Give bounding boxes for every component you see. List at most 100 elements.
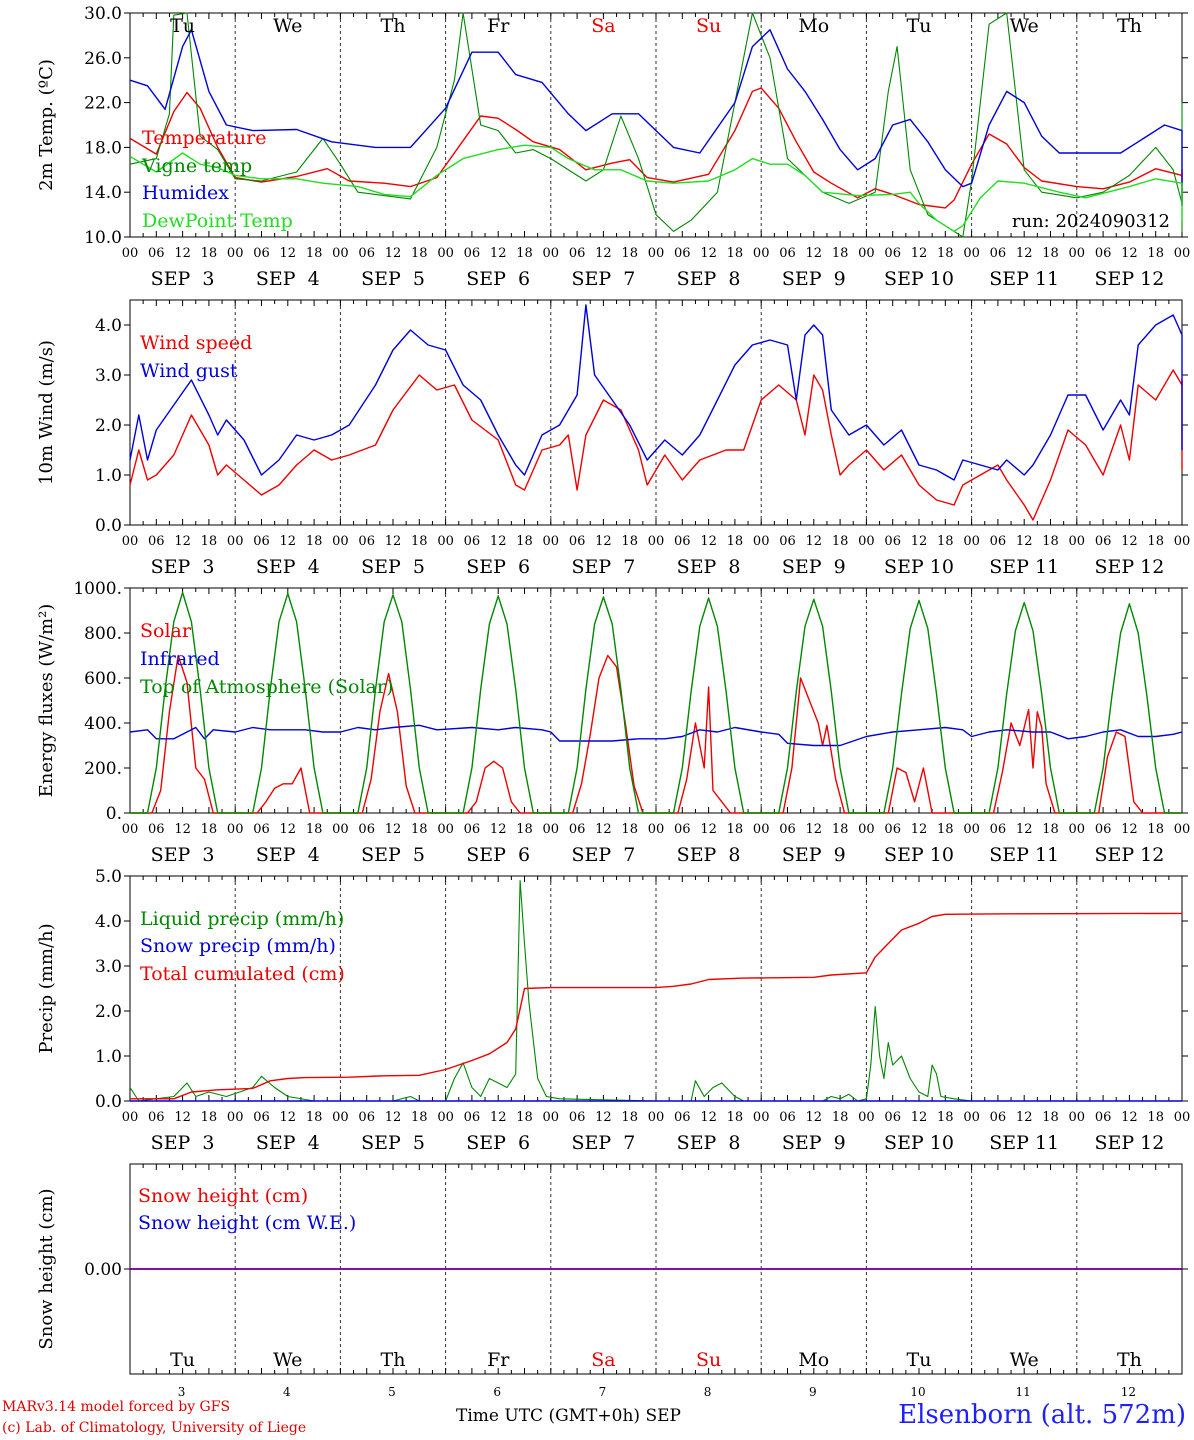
panel-temp: 10.0 14.0 18.0 22.0 26.0 30.0 2m Temp. (ºC) Tem… bbox=[36, 4, 1190, 290]
hour-tick-label: 00 bbox=[1069, 534, 1086, 549]
y-tick-label: 1000. bbox=[73, 579, 122, 599]
hour-tick-label: 18 bbox=[621, 534, 638, 549]
y-tick-label: 10.0 bbox=[84, 228, 122, 248]
hour-tick-label: 12 bbox=[174, 246, 191, 261]
hour-tick-label: 18 bbox=[201, 534, 218, 549]
hour-tick-label: 06 bbox=[569, 534, 586, 549]
plot-frame bbox=[129, 587, 1183, 814]
hour-tick-label: 06 bbox=[674, 246, 691, 261]
hour-tick-label: 12 bbox=[911, 1110, 928, 1125]
day-number-label: 8 bbox=[704, 1385, 712, 1399]
x-axis-label: Time UTC (GMT+0h) SEP bbox=[456, 1406, 681, 1426]
series-line-total-cumulated-cm- bbox=[130, 912, 1183, 1100]
hour-tick-label: 18 bbox=[201, 822, 218, 837]
hour-tick-label: 00 bbox=[648, 822, 665, 837]
y-tick-label: 30.0 bbox=[84, 4, 122, 24]
hour-tick-label: 12 bbox=[806, 1110, 823, 1125]
hour-tick-label: 06 bbox=[569, 822, 586, 837]
hour-tick-label: 18 bbox=[621, 1110, 638, 1125]
date-label: SEP 10 bbox=[884, 556, 954, 578]
hour-tick-label: 06 bbox=[779, 822, 796, 837]
y-tick-label: 1.0 bbox=[95, 1047, 122, 1067]
hour-tick-label: 00 bbox=[437, 246, 454, 261]
y-tick-label: 400. bbox=[84, 714, 122, 734]
hour-tick-label: 06 bbox=[884, 246, 901, 261]
hour-tick-label: 06 bbox=[148, 246, 165, 261]
day-name-label: We bbox=[273, 1349, 302, 1371]
legend-snow-height-cm-: Snow height (cm) bbox=[138, 1185, 308, 1207]
hour-tick-label: 06 bbox=[990, 822, 1007, 837]
hour-tick-label: 12 bbox=[280, 246, 297, 261]
footer-lab-text: (c) Lab. of Climatology, University of L… bbox=[2, 1420, 307, 1436]
hour-tick-label: 18 bbox=[1042, 1110, 1059, 1125]
hour-tick-label: 00 bbox=[227, 822, 244, 837]
day-name-label: Su bbox=[696, 1349, 721, 1371]
hour-tick-label: 00 bbox=[122, 822, 139, 837]
hour-tick-label: 06 bbox=[569, 246, 586, 261]
hour-tick-label: 00 bbox=[543, 534, 560, 549]
date-label: SEP 9 bbox=[782, 268, 846, 290]
hour-tick-label: 12 bbox=[806, 822, 823, 837]
y-tick-label: 600. bbox=[84, 669, 122, 689]
hour-tick-label: 00 bbox=[858, 534, 875, 549]
hour-tick-label: 00 bbox=[858, 1110, 875, 1125]
hour-tick-label: 00 bbox=[753, 534, 770, 549]
date-label: SEP 4 bbox=[256, 844, 320, 866]
hour-tick-label: 06 bbox=[1095, 246, 1112, 261]
hour-tick-label: 00 bbox=[332, 246, 349, 261]
day-name-label: Sa bbox=[591, 1349, 615, 1371]
hour-tick-label: 06 bbox=[674, 534, 691, 549]
hour-tick-label: 18 bbox=[832, 1110, 849, 1125]
panel-energy: 0. 200. 400. 600. 800. 1000. Energy fluxes (W/… bbox=[36, 579, 1190, 866]
day-name-label: Tu bbox=[907, 15, 932, 37]
legend-total-cumulated-cm-: Total cumulated (cm) bbox=[140, 963, 345, 985]
legend-humidex: Humidex bbox=[142, 182, 229, 204]
y-tick-label: 3.0 bbox=[95, 366, 122, 386]
hour-tick-label: 00 bbox=[858, 822, 875, 837]
hour-tick-label: 06 bbox=[779, 534, 796, 549]
hour-tick-label: 00 bbox=[543, 1110, 560, 1125]
hour-tick-label: 18 bbox=[1147, 534, 1164, 549]
y-tick-label: 2.0 bbox=[95, 1002, 122, 1022]
hour-tick-label: 18 bbox=[411, 1110, 428, 1125]
hour-tick-label: 00 bbox=[122, 246, 139, 261]
hour-tick-label: 06 bbox=[1095, 534, 1112, 549]
day-name-label: Tu bbox=[170, 1349, 195, 1371]
hour-tick-label: 12 bbox=[385, 534, 402, 549]
day-name-label: Tu bbox=[170, 15, 195, 37]
hour-tick-label: 00 bbox=[648, 1110, 665, 1125]
hour-tick-label: 12 bbox=[806, 534, 823, 549]
day-name-label: Tu bbox=[907, 1349, 932, 1371]
date-label: SEP 11 bbox=[989, 268, 1059, 290]
hour-tick-label: 06 bbox=[464, 822, 481, 837]
y-tick-label: 0.00 bbox=[84, 1260, 122, 1280]
y-tick-label: 5.0 bbox=[95, 867, 122, 887]
hour-tick-label: 18 bbox=[937, 822, 954, 837]
hour-tick-label: 06 bbox=[253, 534, 270, 549]
hour-tick-label: 06 bbox=[779, 246, 796, 261]
hour-tick-label: 06 bbox=[464, 1110, 481, 1125]
date-label: SEP 4 bbox=[256, 268, 320, 290]
hour-tick-label: 00 bbox=[858, 246, 875, 261]
day-name-label: Th bbox=[381, 1349, 406, 1371]
hour-tick-label: 12 bbox=[700, 534, 717, 549]
legend-snow-precip-mm-h-: Snow precip (mm/h) bbox=[140, 935, 336, 957]
y-tick-label: 0.0 bbox=[95, 1092, 122, 1112]
hour-tick-label: 18 bbox=[516, 246, 533, 261]
hour-tick-label: 00 bbox=[227, 246, 244, 261]
day-number-label: 9 bbox=[809, 1385, 817, 1399]
hour-tick-label: 18 bbox=[411, 534, 428, 549]
plot-frame bbox=[129, 12, 1183, 238]
hour-tick-label: 00 bbox=[332, 534, 349, 549]
hour-tick-label: 06 bbox=[674, 822, 691, 837]
day-name-label: Fr bbox=[487, 15, 510, 37]
legend-infrared: Infrared bbox=[140, 648, 220, 670]
hour-tick-label: 12 bbox=[911, 534, 928, 549]
legend-wind-gust: Wind gust bbox=[140, 360, 238, 382]
date-label: SEP 12 bbox=[1094, 556, 1164, 578]
hour-tick-label: 00 bbox=[332, 1110, 349, 1125]
y-tick-label: 14.0 bbox=[84, 183, 122, 203]
hour-tick-label: 12 bbox=[700, 246, 717, 261]
hour-tick-label: 18 bbox=[201, 246, 218, 261]
